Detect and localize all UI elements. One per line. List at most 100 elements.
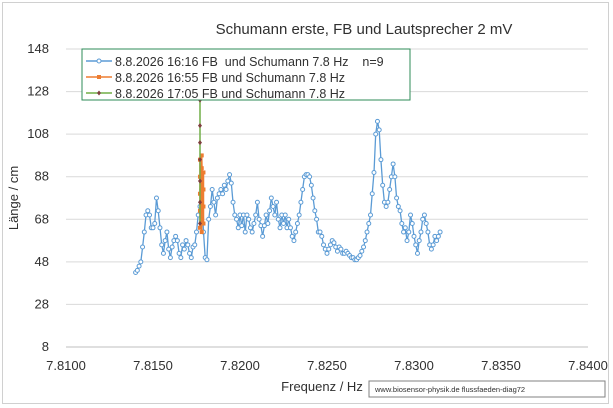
series-2 (197, 153, 206, 235)
data-point (155, 208, 161, 214)
data-point (194, 229, 199, 235)
data-point (423, 221, 429, 227)
data-point (289, 233, 295, 239)
data-point (327, 242, 333, 248)
y-tick-label: 148 (27, 41, 49, 56)
y-tick-label: 8 (42, 339, 49, 354)
data-point (373, 131, 379, 137)
chart-title: Schumann erste, FB und Lautsprecher 2 mV (216, 21, 513, 38)
data-point (147, 212, 153, 218)
data-point (140, 244, 146, 250)
data-point (162, 238, 168, 244)
data-point (275, 216, 281, 222)
data-point (188, 255, 194, 261)
data-point (387, 186, 393, 192)
data-point (402, 225, 408, 231)
data-point (201, 170, 206, 175)
data-point (157, 225, 163, 231)
data-point (201, 187, 206, 192)
data-point (307, 174, 313, 180)
legend-item: 8.8.2026 17:05 FB und Schumann 7.8 Hz (86, 87, 345, 101)
data-point (366, 221, 372, 227)
data-point (364, 229, 370, 235)
data-point (253, 212, 259, 218)
data-point (153, 195, 159, 201)
y-tick-label: 68 (35, 211, 49, 226)
data-point (235, 225, 241, 231)
legend-label: 8.8.2026 16:55 FB und Schumann 7.8 Hz (115, 71, 345, 85)
data-point (138, 259, 144, 265)
data-point (338, 246, 344, 252)
data-point (246, 216, 252, 222)
data-point (178, 255, 184, 261)
x-tick-label: 7.8150 (133, 358, 173, 373)
data-point (150, 225, 156, 231)
data-point (167, 255, 173, 261)
data-point (331, 240, 337, 246)
data-point (359, 248, 365, 254)
data-point (414, 250, 420, 256)
data-point (324, 250, 330, 256)
data-point (281, 221, 286, 227)
legend-item: 8.8.2026 16:55 FB und Schumann 7.8 Hz (86, 71, 345, 85)
y-tick-label: 48 (35, 254, 49, 269)
data-point (197, 140, 202, 146)
data-point (298, 199, 304, 205)
data-point (206, 216, 212, 222)
data-point (232, 212, 238, 218)
data-point (251, 221, 257, 227)
y-tick-label: 28 (35, 296, 49, 311)
data-point (361, 244, 367, 250)
data-point (435, 233, 441, 239)
watermark-box: www.biosensor-physik.de flussfaeden-diag… (368, 380, 606, 398)
gridlines (66, 48, 588, 348)
y-tick-label: 88 (35, 169, 49, 184)
data-point (326, 246, 332, 252)
data-point (378, 157, 384, 163)
data-point (256, 216, 262, 222)
data-point (218, 186, 224, 192)
data-point (197, 157, 202, 163)
data-point (408, 212, 414, 218)
data-point (199, 183, 204, 188)
data-point (199, 166, 204, 171)
data-point (270, 204, 276, 210)
data-point (145, 208, 151, 214)
data-point (209, 186, 215, 192)
x-tick-label: 7.8100 (46, 358, 86, 373)
data-point (404, 238, 410, 244)
data-point (392, 174, 398, 180)
data-point (265, 221, 271, 227)
data-point (413, 242, 419, 248)
data-point (160, 250, 166, 256)
data-point (201, 204, 206, 209)
data-point (227, 172, 233, 178)
x-tick-label: 7.8200 (220, 358, 260, 373)
data-point (211, 199, 217, 205)
data-point (310, 195, 316, 201)
data-point (272, 212, 278, 218)
data-point (380, 182, 386, 188)
data-point (192, 242, 198, 248)
data-point (371, 169, 377, 175)
data-point (223, 186, 229, 192)
data-point (185, 242, 191, 248)
data-point (390, 161, 396, 167)
legend-label: 8.8.2026 16:16 FB und Schumann 7.8 Hz n=… (115, 55, 384, 69)
data-point (249, 229, 255, 235)
data-point (406, 229, 412, 235)
data-point (397, 208, 403, 214)
data-point (385, 199, 391, 205)
data-point (411, 233, 417, 239)
data-point (141, 229, 147, 235)
data-point (282, 212, 288, 218)
data-point (368, 212, 373, 218)
data-point (314, 216, 320, 222)
y-tick-labels: 8 28 48 68 88 108 128 148 (27, 41, 49, 354)
data-point (239, 223, 245, 229)
data-point (362, 238, 368, 244)
data-point (321, 242, 327, 248)
data-point (416, 238, 422, 244)
data-point (294, 221, 300, 227)
